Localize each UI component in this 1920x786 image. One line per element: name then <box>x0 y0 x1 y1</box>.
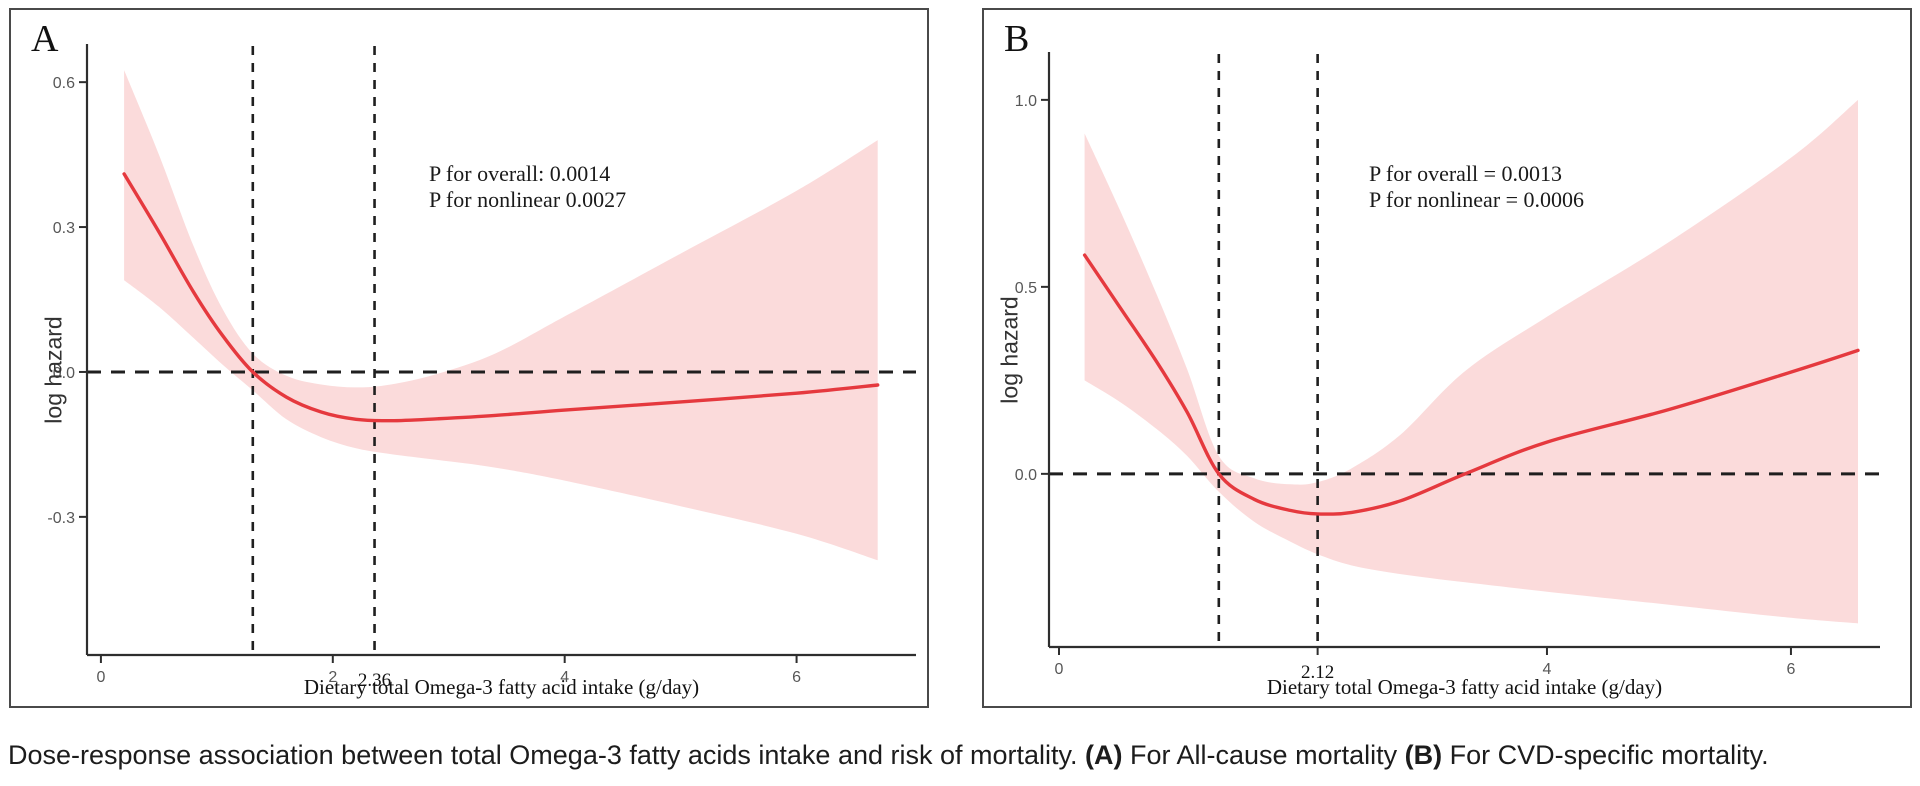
dose-response-curve <box>1082 253 1860 516</box>
panel-a-chart: 0.6 0.3 0.0 -0.3 0 2 4 6 2.36 <box>47 44 916 691</box>
panel-b-letter: B <box>1004 18 1030 60</box>
panel-a-y-axis-title: log hazard <box>40 316 67 424</box>
x-tick-label: 2 <box>328 669 337 686</box>
threshold-value-label: 2.12 <box>1301 662 1334 683</box>
p-overall-line: P for overall: 0.0014 <box>429 161 611 186</box>
p-overall-line: P for overall = 0.0013 <box>1369 161 1563 186</box>
figure-caption: Dose-response association between total … <box>8 740 1769 771</box>
panel-a-pvalue-annotation: P for overall: 0.0014 P for nonlinear 0.… <box>429 161 626 213</box>
panel-a-letter: A <box>31 18 59 60</box>
x-tick-label: 0 <box>1055 661 1064 678</box>
caption-main-text: Dose-response association between total … <box>8 740 1086 770</box>
caption-a-label: (A) <box>1085 740 1123 770</box>
x-tick-label: 0 <box>96 669 105 686</box>
panel-a-x-axis-title: Dietary total Omega-3 fatty acid intake … <box>303 675 700 699</box>
y-tick-label: 0.6 <box>53 75 75 92</box>
p-nonlinear-line: P for nonlinear 0.0027 <box>429 187 627 212</box>
panel-b-x-axis-title: Dietary total Omega-3 fatty acid intake … <box>1266 675 1663 699</box>
y-tick-label: -0.3 <box>47 510 75 527</box>
caption-b-text: For CVD-specific mortality. <box>1442 740 1769 770</box>
panel-all-cause-mortality: 0.6 0.3 0.0 -0.3 0 2 4 6 2.36 A P for overall: 0… <box>9 8 929 708</box>
y-tick-label: 0.0 <box>53 365 75 382</box>
dose-response-curve <box>122 172 880 423</box>
y-tick-label: 0.3 <box>53 220 75 237</box>
panel-b-chart: 1.0 0.5 0.0 0 4 6 2.12 <box>1015 52 1880 683</box>
panel-b-pvalue-annotation: P for overall = 0.0013 P for nonlinear =… <box>1369 161 1584 213</box>
x-tick-label: 6 <box>1786 661 1795 678</box>
confidence-band <box>124 70 878 561</box>
x-tick-label: 4 <box>560 669 569 686</box>
panel-cvd-mortality: 1.0 0.5 0.0 0 4 6 2.12 B P for overall = 0.001… <box>982 8 1912 708</box>
y-tick-label: 1.0 <box>1015 93 1037 110</box>
threshold-value-label: 2.36 <box>358 670 391 691</box>
x-tick-label: 4 <box>1543 661 1552 678</box>
caption-a-text: For All-cause mortality <box>1122 740 1405 770</box>
p-nonlinear-line: P for nonlinear = 0.0006 <box>1369 187 1585 212</box>
panel-b-y-axis-title: log hazard <box>996 296 1023 404</box>
confidence-band <box>1084 99 1858 624</box>
y-tick-label: 0.5 <box>1015 280 1037 297</box>
x-tick-label: 6 <box>792 669 801 686</box>
y-tick-label: 0.0 <box>1015 467 1037 484</box>
caption-b-label: (B) <box>1404 740 1443 770</box>
